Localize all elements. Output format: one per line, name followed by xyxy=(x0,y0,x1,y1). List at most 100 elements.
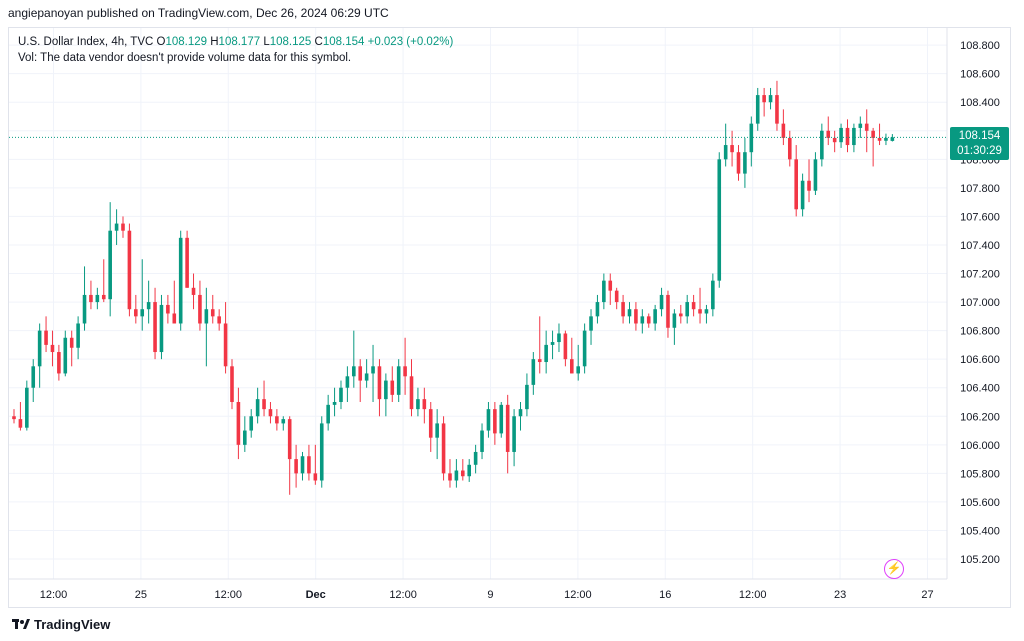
candle-body xyxy=(589,316,593,331)
candle-body xyxy=(634,309,638,324)
tradingview-logo-icon xyxy=(12,618,30,629)
candle-body xyxy=(18,419,23,428)
ohlc-line: U.S. Dollar Index, 4h, TVC O108.129 H108… xyxy=(18,34,453,50)
candle-body xyxy=(448,473,452,481)
x-tick-label: 9 xyxy=(487,589,493,601)
candle-body xyxy=(332,401,337,405)
candle-body xyxy=(101,294,106,300)
candle-body xyxy=(243,430,247,445)
x-tick-label: 12:00 xyxy=(389,589,417,601)
candle-body xyxy=(563,333,568,360)
candle-body xyxy=(281,419,286,424)
candle-body xyxy=(717,159,722,281)
x-tick-label: 12:00 xyxy=(40,589,68,601)
y-tick-label: 108.400 xyxy=(960,97,1000,109)
candle-body xyxy=(255,399,260,417)
candle-body xyxy=(582,330,587,367)
y-tick-label: 108.600 xyxy=(960,69,1000,81)
x-tick-label: 12:00 xyxy=(564,589,592,601)
candle-body xyxy=(531,359,536,385)
candle-body xyxy=(89,294,93,303)
candle-body xyxy=(743,152,747,174)
candlestick-chart[interactable]: 105.200 105.400 105.600 105.800 106.000 106.2… xyxy=(9,28,1010,607)
x-tick-label: 12:00 xyxy=(215,589,243,601)
candle-body xyxy=(627,309,632,317)
candle-body xyxy=(217,316,221,324)
y-tick-label: 106.200 xyxy=(960,411,1000,423)
last-price-tag: 108.154 01:30:29 xyxy=(950,127,1009,160)
candle-body xyxy=(557,333,561,343)
x-tick-label: 27 xyxy=(921,589,933,601)
candle-body xyxy=(826,130,831,138)
y-tick-label: 107.000 xyxy=(960,297,1000,309)
candle-body xyxy=(69,337,74,348)
candle-body xyxy=(512,416,516,452)
candle-body xyxy=(345,376,350,388)
candle-body xyxy=(505,404,510,452)
candle-body xyxy=(762,95,766,103)
candle-body xyxy=(435,423,439,438)
candle-body xyxy=(723,145,728,160)
candle-body xyxy=(185,237,189,288)
candle-body xyxy=(704,309,709,314)
candle-body xyxy=(371,366,375,374)
candle-body xyxy=(864,123,869,131)
open-label: O xyxy=(156,36,166,48)
candle-body xyxy=(339,387,343,402)
candle-body xyxy=(37,330,42,367)
candle-body xyxy=(493,409,497,434)
candle-body xyxy=(191,287,196,295)
footer-brand[interactable]: TradingView xyxy=(12,617,110,632)
candle-body xyxy=(576,366,581,374)
low-value: 108.125 xyxy=(269,36,312,48)
candle-body xyxy=(537,359,542,363)
candle-body xyxy=(486,409,491,431)
candle-body xyxy=(268,409,273,417)
candle-body xyxy=(595,302,600,317)
candle-body xyxy=(858,123,863,128)
high-value: 108.177 xyxy=(218,36,261,48)
y-tick-label: 108.800 xyxy=(960,40,1000,52)
candle-body xyxy=(204,309,209,324)
candle-body xyxy=(461,470,465,477)
candle-body xyxy=(499,404,504,434)
candle-body xyxy=(121,223,125,231)
candle-body xyxy=(249,416,254,431)
candle-body xyxy=(134,309,138,317)
candle-body xyxy=(890,137,895,141)
candle-body xyxy=(672,313,677,328)
candle-body xyxy=(666,294,670,328)
candle-body xyxy=(377,366,382,400)
candle-body xyxy=(313,473,318,481)
y-tick-label: 106.600 xyxy=(960,354,1000,366)
candle-body xyxy=(384,380,388,400)
candle-body xyxy=(230,366,234,402)
candle-body xyxy=(640,316,645,324)
candle-body xyxy=(352,366,356,377)
candle-body xyxy=(50,344,55,353)
candle-body xyxy=(550,342,555,345)
candle-body xyxy=(749,123,754,153)
candle-body xyxy=(358,366,363,381)
candle-body xyxy=(659,294,664,310)
candle-body xyxy=(621,302,625,317)
candle-body xyxy=(569,359,574,374)
candle-body xyxy=(12,416,16,420)
candle-body xyxy=(832,137,837,143)
candle-body xyxy=(153,302,157,353)
y-tick-label: 106.000 xyxy=(960,440,1000,452)
candle-body xyxy=(31,366,36,388)
candle-body xyxy=(159,304,164,353)
candle-body xyxy=(146,302,151,310)
candle-body xyxy=(396,366,401,395)
candle-body xyxy=(262,399,266,410)
candle-body xyxy=(781,123,786,138)
candle-body xyxy=(794,159,798,210)
lightning-icon[interactable]: ⚡ xyxy=(884,559,904,579)
candle-body xyxy=(275,416,279,424)
candle-body xyxy=(775,95,779,124)
x-tick-label: Dec xyxy=(306,589,326,601)
symbol-label[interactable]: U.S. Dollar Index, 4h, TVC xyxy=(18,36,154,48)
x-tick-label: 23 xyxy=(834,589,846,601)
open-value: 108.129 xyxy=(165,36,208,48)
